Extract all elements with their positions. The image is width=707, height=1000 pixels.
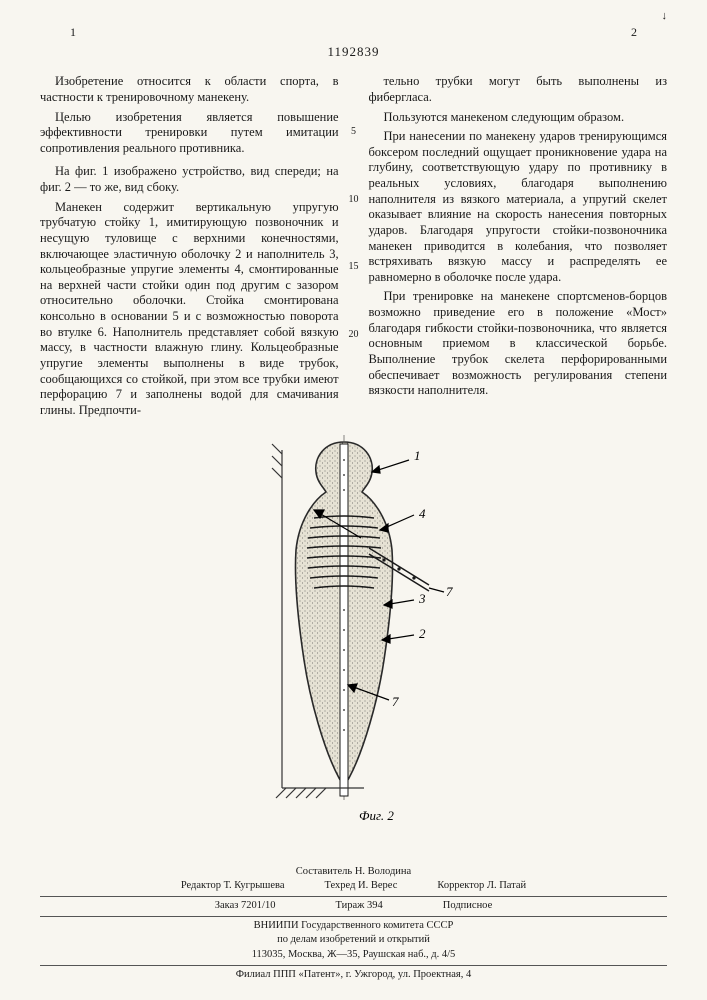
roles-row: Редактор Т. Кугрышева Техред И. Верес Ко… [40, 879, 667, 893]
fig-label-7a: 7 [446, 584, 453, 599]
order-row: Заказ 7201/10 Тираж 394 Подписное [40, 899, 667, 913]
figure-svg: 1 4 7 3 2 7 Фиг. 2 [214, 430, 494, 825]
para: На фиг. 1 изображено устройство, вид спе… [40, 164, 339, 195]
figure-2: 1 4 7 3 2 7 Фиг. 2 [40, 430, 667, 825]
fig-label-4: 4 [419, 506, 426, 521]
left-column: Изобретение относится к области спорта, … [40, 74, 339, 422]
fig-label-2: 2 [419, 626, 426, 641]
org-line-1: ВНИИПИ Государственного комитета СССР [40, 919, 667, 933]
para: Пользуются манекеном следующим образом. [368, 110, 667, 126]
imprint-footer: Составитель Н. Володина Редактор Т. Кугр… [40, 865, 667, 982]
para: Целью изобретения является повышение эфф… [40, 110, 339, 157]
col-num-right: 2 [631, 25, 637, 40]
top-right-mark: ↓ [662, 10, 668, 24]
para: Манекен содержит вертикальную упругую тр… [40, 200, 339, 419]
patent-number: 1192839 [40, 44, 667, 60]
fig-label-7b: 7 [392, 694, 399, 709]
fig-label-3: 3 [418, 591, 426, 606]
addr-line: 113035, Москва, Ж—35, Раушская наб., д. … [40, 948, 667, 962]
patent-page: ↓ 1 2 1192839 Изобретение относится к об… [0, 0, 707, 1000]
line-num: 5 [351, 126, 356, 139]
fig-label-1: 1 [414, 448, 421, 463]
right-column: тельно трубки могут быть выполнены из фи… [368, 74, 667, 422]
branch-line: Филиал ППП «Патент», г. Ужгород, ул. Про… [40, 968, 667, 982]
line-num: 20 [349, 329, 359, 342]
org-line-2: по делам изобретений и открытий [40, 933, 667, 947]
para: При нанесении по манекену ударов трениру… [368, 129, 667, 285]
para: Изобретение относится к области спорта, … [40, 74, 339, 105]
para: При тренировке на манекене спортсменов-б… [368, 289, 667, 398]
col-num-left: 1 [70, 25, 76, 40]
line-num: 15 [349, 261, 359, 274]
para: тельно трубки могут быть выполнены из фи… [368, 74, 667, 105]
line-num: 10 [349, 194, 359, 207]
figure-caption: Фиг. 2 [359, 808, 394, 823]
compiler-line: Составитель Н. Володина [40, 865, 667, 879]
text-columns: Изобретение относится к области спорта, … [40, 74, 667, 422]
line-number-gutter: 5 10 15 20 [339, 74, 369, 422]
column-numbers: 1 2 [70, 25, 637, 40]
